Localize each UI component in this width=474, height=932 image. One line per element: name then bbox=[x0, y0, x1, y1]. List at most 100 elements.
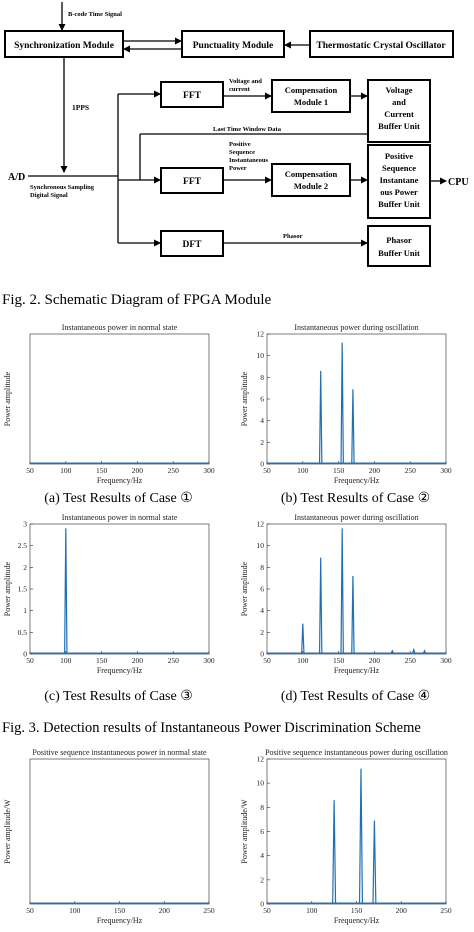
x-tick-label: 250 bbox=[405, 466, 417, 475]
x-tick-label: 200 bbox=[132, 466, 144, 475]
y-tick-label: 8 bbox=[260, 373, 264, 382]
vc-buffer-line-4: Buffer Unit bbox=[378, 121, 420, 131]
y-tick-label: 6 bbox=[260, 395, 264, 404]
sync-module-label: Synchronization Module bbox=[14, 41, 114, 51]
y-tick-label: 10 bbox=[257, 541, 265, 550]
ps-buffer-line-5: Buffer Unit bbox=[378, 199, 420, 209]
y-tick-label: 8 bbox=[260, 803, 264, 812]
y-tick-label: 0 bbox=[260, 900, 264, 909]
spectral-peak bbox=[351, 575, 355, 654]
y-tick-label: 4 bbox=[260, 606, 264, 615]
y-tick-label: 2 bbox=[260, 628, 264, 637]
plot-area bbox=[29, 523, 210, 655]
x-tick-label: 50 bbox=[26, 656, 34, 665]
y-tick-label: 4 bbox=[260, 416, 264, 425]
y-tick-label: 10 bbox=[257, 351, 265, 360]
x-tick-label: 100 bbox=[306, 906, 318, 915]
comp2-box bbox=[271, 163, 351, 197]
fpga-schematic-diagram: B-code Time Signal Synchronization Modul… bbox=[4, 2, 469, 267]
comp2-label-1: Compensation bbox=[285, 169, 338, 179]
x-tick-label: 50 bbox=[26, 906, 34, 915]
spectral-peak bbox=[332, 800, 337, 904]
x-axis-label: Frequency/Hz bbox=[97, 916, 143, 925]
x-tick-label: 250 bbox=[168, 656, 180, 665]
x-tick-label: 250 bbox=[440, 906, 452, 915]
x-tick-label: 300 bbox=[203, 656, 215, 665]
y-tick-label: 12 bbox=[257, 755, 265, 764]
x-axis-label: Frequency/Hz bbox=[97, 666, 143, 675]
dft-label: DFT bbox=[183, 240, 203, 250]
y-tick-label: 2 bbox=[260, 438, 264, 447]
y-tick-label: 4 bbox=[260, 851, 264, 860]
sampling-label-1: Synchronous Sampling bbox=[30, 184, 95, 191]
spectral-peak bbox=[412, 647, 416, 654]
comp1-label-1: Compensation bbox=[285, 85, 338, 95]
vc-label-1: Voltage and bbox=[229, 78, 262, 85]
spectral-peak bbox=[318, 557, 323, 654]
ps-buffer-line-4: ous Power bbox=[380, 187, 418, 197]
fft1-label: FFT bbox=[183, 91, 202, 101]
x-axis-label: Frequency/Hz bbox=[97, 476, 143, 485]
oscillator-box bbox=[309, 30, 454, 58]
plot-area bbox=[266, 758, 447, 905]
phasor-buffer-line-2: Buffer Unit bbox=[378, 248, 420, 258]
psip-label-2: Sequence bbox=[229, 149, 255, 156]
x-tick-label: 300 bbox=[203, 466, 215, 475]
x-axis-label: Frequency/Hz bbox=[334, 916, 380, 925]
spectral-peak bbox=[351, 389, 355, 464]
x-tick-label: 100 bbox=[297, 466, 309, 475]
punctuality-module-box bbox=[181, 30, 285, 58]
spectral-peak bbox=[390, 649, 394, 654]
ps-buffer-line-1: Positive bbox=[385, 151, 414, 161]
fft1-box bbox=[160, 81, 224, 108]
x-tick-label: 50 bbox=[26, 466, 34, 475]
x-tick-label: 200 bbox=[369, 466, 381, 475]
y-axis-label: Power amplitude bbox=[3, 561, 12, 616]
x-tick-label: 150 bbox=[333, 656, 345, 665]
y-tick-label: 10 bbox=[257, 779, 265, 788]
vc-buffer-line-1: Voltage bbox=[385, 85, 412, 95]
psip-label-1: Positive bbox=[229, 141, 251, 148]
y-tick-label: 3 bbox=[23, 520, 27, 529]
spectral-peak bbox=[64, 528, 68, 654]
y-tick-label: 6 bbox=[260, 827, 264, 836]
y-tick-label: 8 bbox=[260, 563, 264, 572]
y-tick-label: 12 bbox=[257, 330, 265, 339]
y-axis-label: Power amplitude/W bbox=[240, 799, 249, 864]
chart-title: Instantaneous power during oscillation bbox=[294, 513, 418, 522]
phasor-buffer-box bbox=[367, 225, 431, 267]
vc-buffer-line-3: Current bbox=[384, 109, 414, 119]
y-tick-label: 0 bbox=[23, 650, 27, 659]
ps-buffer-line-2: Sequence bbox=[382, 163, 416, 173]
y-tick-label: 1.5 bbox=[18, 585, 28, 594]
ps-buffer-box bbox=[367, 144, 431, 219]
spectral-peak bbox=[422, 649, 427, 654]
y-tick-label: 2 bbox=[23, 563, 27, 572]
spectral-peak bbox=[358, 768, 364, 904]
comp2-label-2: Module 2 bbox=[294, 181, 328, 191]
comp1-box bbox=[271, 79, 351, 113]
chart-ps-oscillation: Positive sequence instantaneous power du… bbox=[240, 748, 452, 925]
y-axis-label: Power amplitude/W bbox=[3, 799, 12, 864]
caption-case-a: (a) Test Results of Case ① bbox=[44, 491, 193, 506]
ad-label: A/D bbox=[8, 172, 25, 183]
spectral-peak bbox=[340, 528, 344, 654]
last-window-label: Last Time Window Data bbox=[213, 126, 282, 133]
x-tick-label: 300 bbox=[440, 656, 452, 665]
chart-case-b: Instantaneous power during oscillation 50… bbox=[240, 323, 452, 485]
x-tick-label: 100 bbox=[297, 656, 309, 665]
y-axis-label: Power amplitude bbox=[240, 561, 249, 616]
b-code-label: B-code Time Signal bbox=[68, 11, 122, 18]
chart-title: Instantaneous power in normal state bbox=[62, 323, 178, 332]
x-tick-label: 100 bbox=[69, 906, 81, 915]
y-tick-label: 12 bbox=[257, 520, 265, 529]
x-tick-label: 200 bbox=[132, 656, 144, 665]
vc-buffer-box bbox=[367, 79, 431, 143]
chart-case-d: Instantaneous power during oscillation 50… bbox=[240, 513, 452, 675]
caption-case-c: (c) Test Results of Case ③ bbox=[44, 689, 193, 704]
x-tick-label: 150 bbox=[96, 656, 108, 665]
fig3-caption: Fig. 3. Detection results of Instantaneo… bbox=[2, 720, 421, 736]
x-axis-label: Frequency/Hz bbox=[334, 666, 380, 675]
x-tick-label: 250 bbox=[203, 906, 215, 915]
chart-title: Positive sequence instantaneous power in… bbox=[32, 748, 207, 757]
